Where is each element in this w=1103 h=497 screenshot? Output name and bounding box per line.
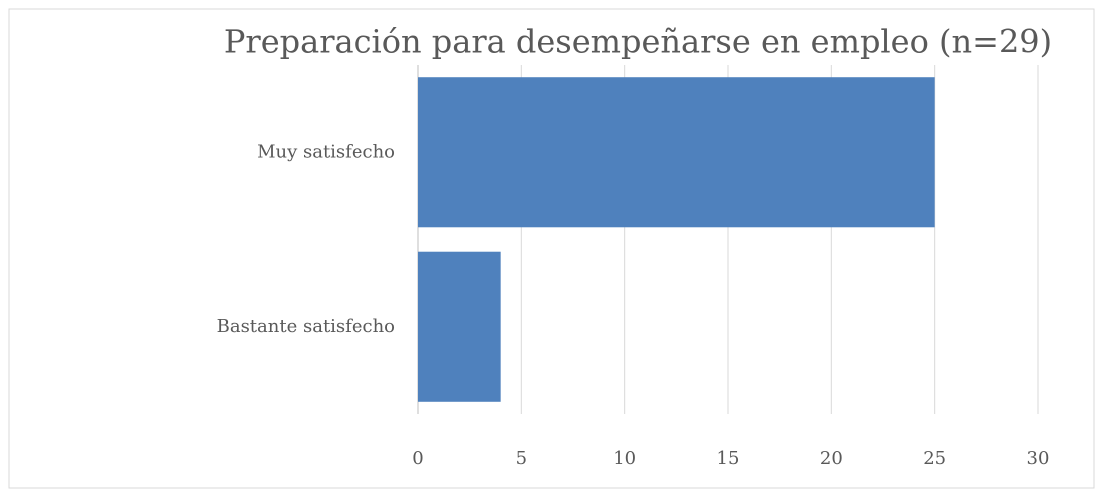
- x-tick-label: 10: [613, 448, 636, 469]
- x-tick-label: 5: [516, 448, 527, 469]
- x-tick-label: 20: [820, 448, 843, 469]
- x-tick-label: 0: [412, 448, 423, 469]
- x-tick-label: 25: [923, 448, 946, 469]
- x-tick-label: 15: [717, 448, 740, 469]
- y-tick-label: Bastante satisfecho: [217, 316, 395, 337]
- y-tick-label: Muy satisfecho: [257, 141, 395, 162]
- bar: [418, 77, 935, 228]
- bar: [418, 251, 501, 402]
- x-tick-label: 30: [1027, 448, 1050, 469]
- chart-title: Preparación para desempeñarse en empleo …: [224, 23, 1052, 61]
